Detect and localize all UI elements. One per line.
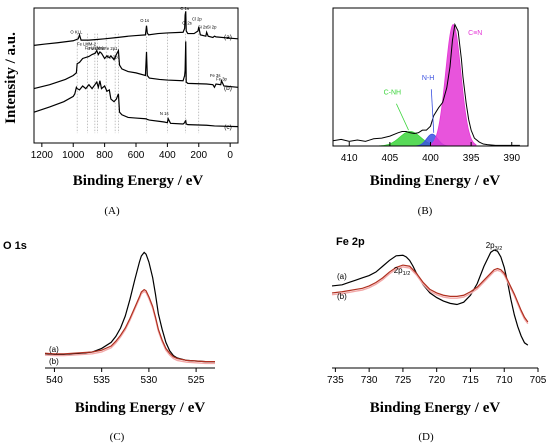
panel-c-x-tick-label-525: 525 (188, 375, 205, 386)
panel-c-title: O 1s (3, 240, 27, 252)
panel-c-caption: (C) (110, 431, 125, 443)
panel-a-annotation-0: O KLL (70, 30, 83, 35)
panel-c-series-line-1 (44, 288, 215, 363)
panel-d-x-tick-label-705: 705 (530, 375, 547, 386)
panel-a-series-label-2: (c) (224, 124, 232, 131)
panel-d-x-tick-label-715: 715 (462, 375, 479, 386)
panel-a-x-tick-label-200: 200 (190, 150, 207, 161)
panel-d-x-tick-label-710: 710 (496, 375, 513, 386)
panel-a-annotation-6: O 1s (140, 18, 149, 23)
panel-c-x-axis: 540 535 530 525 (46, 368, 205, 386)
panel-b-peak-leader-nh (430, 89, 435, 133)
panel-b-peak-label-cn: C≡N (468, 30, 482, 37)
panel-b-x-tick-label-400: 400 (422, 153, 439, 164)
panel-d-series-line-0 (331, 249, 529, 346)
panel-d-peak-label-2p32: 2p3/2 (486, 241, 503, 252)
panel-a-series-line-0 (33, 11, 239, 46)
panel-d-xlabel: Binding Energy / eV (370, 400, 501, 416)
panel-b-x-axis: 410 405 400 395 390 (341, 142, 521, 164)
panel-a-ylabel: Intensity / a.u. (3, 32, 19, 124)
panel-a: 1200 1000 800 600 400 200 0 (a) (b) (c) O KLL Fe … (3, 6, 239, 217)
panel-a-x-tick-label-1000: 1000 (62, 150, 85, 161)
panel-b-x-tick-label-395: 395 (463, 153, 480, 164)
panel-d-peak-label-2p32-sub: 3/2 (495, 246, 503, 252)
panel-a-annotation-9: Cl 2s (182, 20, 192, 25)
panel-b-series-line-0 (332, 22, 520, 146)
panel-a-x-axis: 1200 1000 800 600 400 200 0 (31, 143, 233, 161)
panel-b-peak-label-cnh: C-NH (384, 90, 402, 97)
panel-d-x-tick-label-730: 730 (361, 375, 378, 386)
panel-c-series-label-1: (b) (49, 357, 59, 366)
panel-a-annotation-5: Fe 2p3 (107, 54, 121, 59)
panel-b-x-tick-label-410: 410 (341, 153, 358, 164)
panel-a-annotation-14: Fe 3p (216, 77, 227, 82)
panel-d-x-tick-label-735: 735 (327, 375, 344, 386)
panel-a-annotation-11: Si 2p (207, 24, 217, 29)
panel-b-caption: (B) (418, 205, 433, 217)
panel-d-peak-label-2p12-main: 2p (394, 266, 403, 275)
panel-d-series-line-1 (331, 264, 529, 323)
panel-d-peak-label-2p12: 2p1/2 (394, 266, 411, 277)
panel-c-x-tick-label-540: 540 (46, 375, 63, 386)
panel-a-annotation-4: Fe 2p1 (104, 46, 118, 51)
panel-a-annotation-3: Fe LMM (89, 46, 105, 51)
panel-d-title: Fe 2p (336, 236, 365, 248)
panel-a-annotation-1: Fe LMM-2 (77, 41, 97, 46)
panel-d-series-label-1: (b) (337, 292, 347, 301)
panel-d-series-label-0: (a) (337, 272, 347, 281)
panel-a-annotation-12: N 1s (160, 111, 169, 116)
panel-b-peak-leader-cnh (396, 103, 409, 131)
panel-b-x-tick-label-390: 390 (503, 153, 520, 164)
panel-a-series-label-0: (a) (224, 34, 232, 41)
panel-a-caption: (A) (104, 205, 120, 217)
panel-d-x-axis: 735 730 725 720 715 710 705 (327, 368, 547, 386)
panel-d-peak-label-2p12-sub: 1/2 (403, 271, 411, 277)
panel-b-peak-fills (378, 24, 477, 147)
panel-a-x-tick-label-400: 400 (159, 150, 176, 161)
panel-c-series: (a) (b) (44, 251, 215, 366)
panel-b: 410 405 400 395 390 C-NH N-H C≡N Binding Energ… (332, 7, 529, 217)
panel-a-x-tick-label-800: 800 (96, 150, 113, 161)
panel-d-caption: (D) (418, 431, 434, 443)
panel-a-annotation-7: C 1s (180, 6, 189, 11)
panel-b-peak-label-nh: N-H (422, 75, 434, 82)
panel-d-series-shadow-1 (331, 266, 529, 325)
panel-c: O 1s (a) (b) 540 535 530 525 Binding Energy … (3, 240, 215, 443)
panel-a-annotations: O KLL Fe LMM-2Fe LMM-1Fe LMM Fe 2p1 Fe 2p3 O… (70, 6, 227, 116)
panel-b-annotations: C-NH N-H C≡N (384, 30, 482, 133)
panel-c-series-label-0: (a) (49, 345, 59, 354)
panel-a-x-tick-label-1200: 1200 (31, 150, 54, 161)
panel-d: Fe 2p (a)(b) 735 730 725 720 715 710 705 2p1/2… (327, 236, 547, 443)
panel-a-annotation-13: Fe 3s (210, 73, 220, 78)
panel-c-xlabel: Binding Energy / eV (75, 400, 206, 416)
panel-a-annotation-10: Si 2s (198, 24, 207, 29)
panel-a-series-line-1 (33, 41, 239, 90)
panel-a-xlabel: Binding Energy / eV (73, 173, 204, 189)
panel-d-peak-label-2p32-main: 2p (486, 241, 495, 250)
panel-a-x-tick-label-0: 0 (227, 150, 233, 161)
panel-b-series (332, 22, 520, 146)
panel-c-x-tick-label-530: 530 (141, 375, 158, 386)
panel-a-series: (a) (b) (c) (33, 11, 239, 131)
panel-a-x-tick-label-600: 600 (128, 150, 145, 161)
panel-d-x-tick-label-720: 720 (428, 375, 445, 386)
panel-b-x-tick-label-405: 405 (382, 153, 399, 164)
panel-c-series-line-0 (44, 251, 215, 363)
panel-c-series-shadow-1 (44, 290, 215, 365)
panel-a-series-line-2 (33, 80, 239, 128)
panel-a-annotation-8: Cl 2p (192, 16, 202, 21)
panel-a-series-label-1: (b) (224, 85, 232, 92)
panel-c-x-tick-label-535: 535 (93, 375, 110, 386)
panel-d-x-tick-label-725: 725 (395, 375, 412, 386)
panel-d-series: (a) (b) (331, 249, 529, 346)
panel-b-peak-fill-2 (430, 24, 477, 147)
panel-a-annotation-2: Fe LMM-1 (85, 45, 105, 50)
panel-b-xlabel: Binding Energy / eV (370, 173, 501, 189)
